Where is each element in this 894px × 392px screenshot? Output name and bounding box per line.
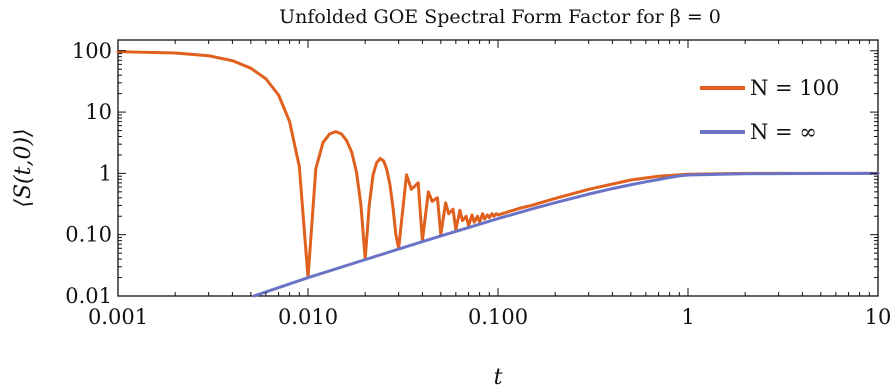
y-tick-label: 0.01 xyxy=(65,284,112,308)
x-axis-label: t xyxy=(494,365,503,390)
y-tick-label: 100 xyxy=(72,39,112,63)
x-tick-label: 0.010 xyxy=(278,305,338,329)
plot-area: 0.001 0.010 0.100 1 10 0.01 0.10 1 10 100 xyxy=(65,39,891,329)
y-tick-label: 1 xyxy=(99,161,112,185)
tick-layer: 0.001 0.010 0.100 1 10 0.01 0.10 1 10 100 xyxy=(65,39,891,329)
legend: N = 100 N = ∞ xyxy=(700,76,839,144)
series-line-2 xyxy=(252,171,880,298)
chart-title: Unfolded GOE Spectral Form Factor for β … xyxy=(279,6,721,28)
y-axis-label: ⟨S(t,0)⟩ xyxy=(11,128,36,207)
y-tick-label: 10 xyxy=(85,100,112,124)
series-line-1 xyxy=(116,50,880,280)
x-tick-label: 0.001 xyxy=(88,305,148,329)
series-layer xyxy=(116,50,880,298)
x-tick-label: 0.100 xyxy=(468,305,528,329)
x-tick-label: 1 xyxy=(681,305,694,329)
legend-label-2: N = ∞ xyxy=(750,120,817,144)
legend-label-1: N = 100 xyxy=(750,76,839,100)
x-tick-label: 10 xyxy=(865,305,892,329)
y-tick-label: 0.10 xyxy=(65,223,112,247)
